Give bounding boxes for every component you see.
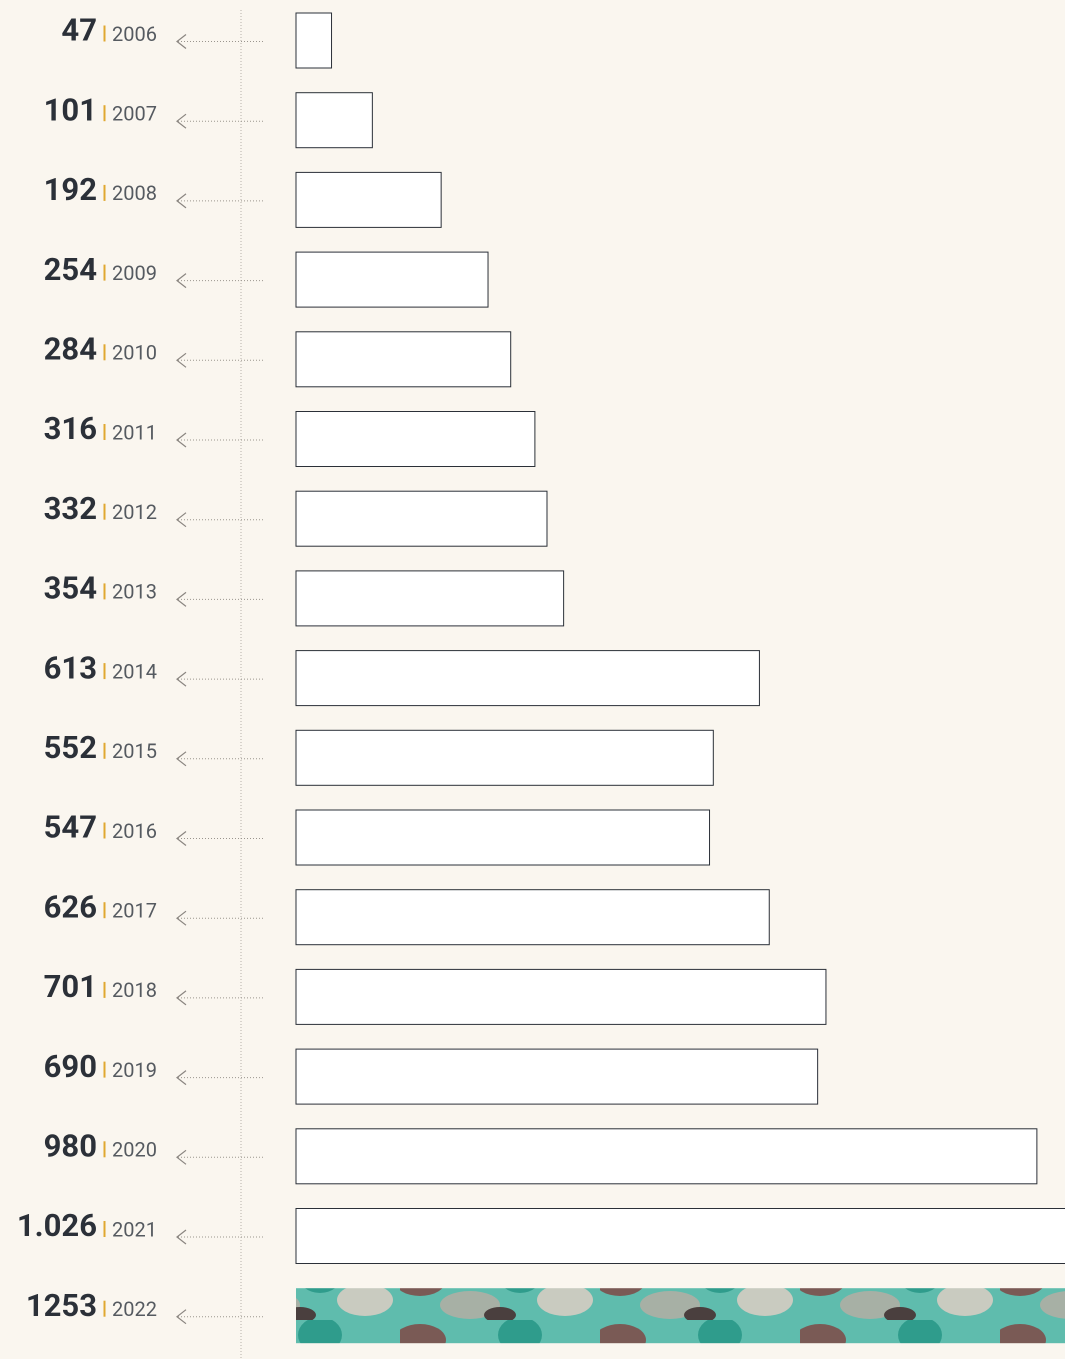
- value-label: 101: [44, 91, 97, 128]
- bar: [296, 571, 564, 626]
- value-label: 547: [44, 809, 97, 846]
- page: 47 2006 101 2007 192 2008 254 2009 284 2010 316 201…: [0, 0, 1065, 1359]
- category-label: 2020: [112, 1138, 157, 1162]
- category-label: 2014: [112, 659, 157, 683]
- bar: [296, 491, 547, 546]
- bar: [296, 13, 332, 68]
- value-label: 1.026: [17, 1207, 97, 1244]
- bar: [296, 252, 488, 307]
- bar: [296, 1209, 1065, 1264]
- value-label: 980: [44, 1127, 97, 1164]
- category-label: 2018: [112, 978, 157, 1002]
- bar: [296, 1129, 1037, 1184]
- bar: [296, 1049, 818, 1104]
- chart: 47 2006 101 2007 192 2008 254 2009 284 2010 316 201…: [0, 0, 1065, 1359]
- bar: [296, 412, 535, 467]
- value-label: 284: [44, 330, 97, 367]
- category-label: 2007: [112, 101, 157, 125]
- category-label: 2012: [112, 500, 157, 524]
- category-label: 2021: [112, 1217, 157, 1241]
- bar: [296, 890, 769, 945]
- value-label: 552: [44, 729, 97, 766]
- value-label: 192: [44, 171, 97, 208]
- bar: [296, 172, 441, 227]
- category-label: 2019: [112, 1058, 157, 1082]
- value-label: 316: [44, 410, 97, 447]
- value-label: 626: [44, 888, 97, 925]
- bar: [296, 93, 372, 148]
- value-label: 254: [44, 251, 97, 288]
- value-label: 613: [44, 649, 97, 686]
- value-label: 354: [44, 570, 97, 607]
- category-label: 2017: [112, 898, 157, 922]
- category-label: 2016: [112, 819, 157, 843]
- value-label: 47: [61, 12, 97, 49]
- category-label: 2010: [112, 341, 157, 365]
- category-label: 2011: [112, 420, 157, 444]
- bar: [296, 730, 713, 785]
- value-label: 1253: [26, 1287, 97, 1324]
- bar: [296, 651, 759, 706]
- value-label: 701: [44, 968, 97, 1005]
- category-label: 2013: [112, 580, 157, 604]
- value-label: 690: [44, 1048, 97, 1085]
- category-label: 2015: [112, 739, 157, 763]
- category-label: 2009: [112, 261, 157, 285]
- bar: [296, 1288, 1065, 1343]
- category-label: 2008: [112, 181, 157, 205]
- category-label: 2006: [112, 22, 157, 46]
- bar: [296, 810, 710, 865]
- category-label: 2022: [112, 1297, 157, 1321]
- bar: [296, 332, 511, 387]
- value-label: 332: [44, 490, 97, 527]
- bar: [296, 969, 826, 1024]
